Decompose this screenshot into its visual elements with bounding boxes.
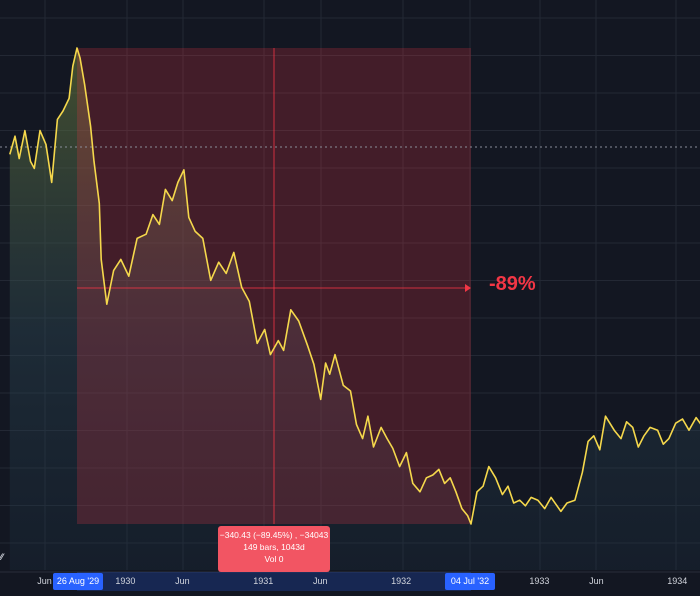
price-line: [9, 47, 700, 525]
time-axis-tick-label: Jun: [175, 576, 190, 586]
time-axis[interactable]: Jun 1930 Jun 1931 Jun 1932 1933 Jun 1934 26 Aug '…: [0, 571, 700, 591]
time-axis-tick-label: 1934: [667, 576, 687, 586]
measure-tooltip-bars: 149 bars, 1043d: [243, 542, 305, 552]
time-axis-tick-label: 1931: [253, 576, 273, 586]
price-area: [9, 48, 700, 570]
measure-arrow-icon: [465, 284, 471, 292]
time-axis-highlight-label: 04 Jul '32: [451, 576, 489, 586]
time-axis-tick-label: 1930: [115, 576, 135, 586]
measure-tooltip: −340.43 (−89.45%) , −34043 149 bars, 104…: [218, 526, 330, 572]
time-axis-tick-label: 1932: [391, 576, 411, 586]
measure-tooltip-volume: Vol 0: [264, 554, 284, 564]
time-axis-highlight-label: 26 Aug '29: [57, 576, 99, 586]
time-axis-tick-label: 1933: [529, 576, 549, 586]
time-axis-highlight-badge: [53, 573, 103, 590]
time-axis-tick-label: Jun: [589, 576, 604, 586]
time-axis-highlight-badge: [445, 573, 495, 590]
measure-percent-label: -89%: [489, 273, 536, 295]
tradingview-logo-fragment: ⁄⁄: [0, 552, 6, 562]
time-axis-tick-label: Jun: [313, 576, 328, 586]
time-axis-tick-label: Jun: [37, 576, 52, 586]
measure-tooltip-change: −340.43 (−89.45%) , −34043: [219, 530, 329, 540]
